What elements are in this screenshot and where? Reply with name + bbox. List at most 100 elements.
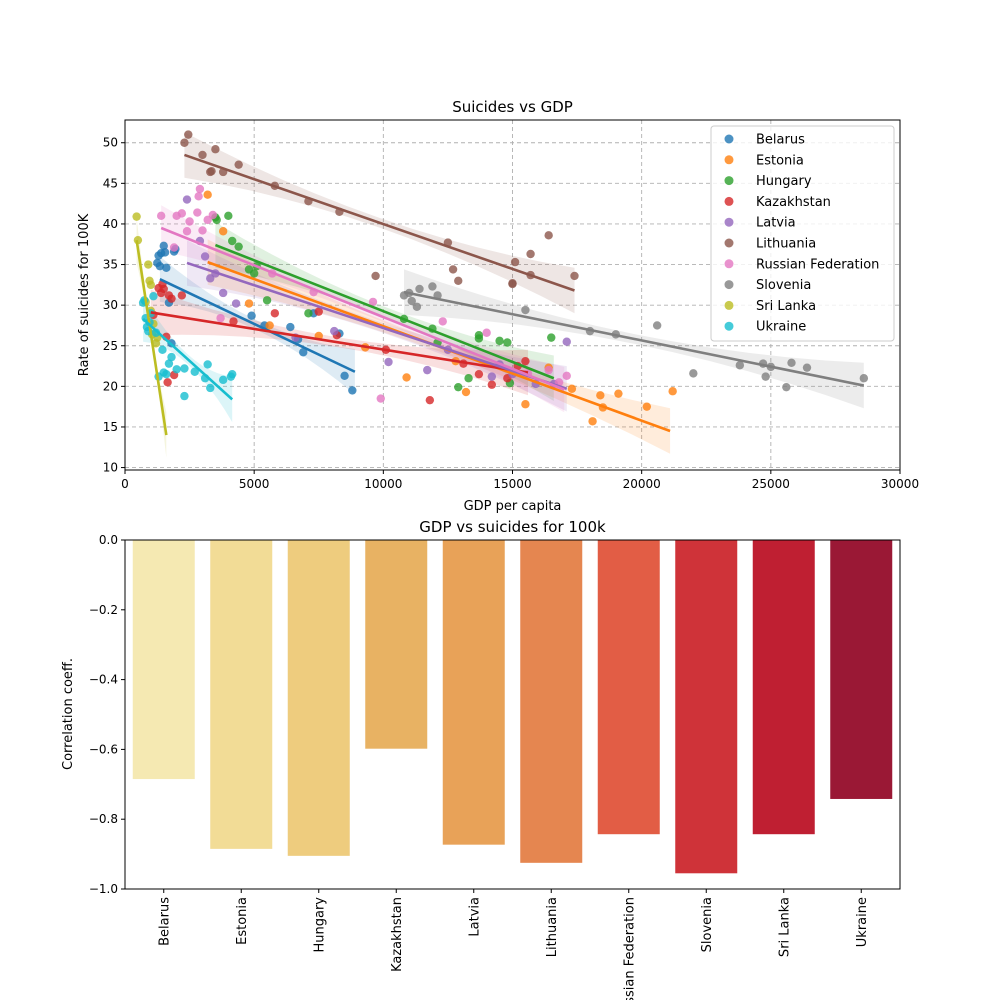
hungary-point [228,236,237,246]
ukraine-point [167,352,176,362]
estonia-point [521,400,530,409]
bar-bars [132,540,893,874]
scatter-title: Suicides vs GDP [452,98,573,116]
russian-federation-fit-line [160,226,565,391]
latvia-point [562,337,571,346]
slovenia-point [782,382,791,392]
bar-y-ticks: 0.0 −0.2 −0.4 −0.6 −0.8 −1.0 [89,533,125,896]
sri-lanka-point [132,212,141,221]
estonia-point [588,417,597,426]
scatter-y-label: Rate of suicides for 100K [77,213,92,376]
ukraine-point [218,375,228,385]
x-tick-label: 30000 [881,477,919,491]
sri-lanka-point [144,260,153,269]
bar-y-tick-label: −0.8 [89,812,118,826]
estonia-point [567,384,577,393]
lithuania-point [526,249,535,259]
lithuania-fit-line [183,153,575,292]
estonia-point [218,227,228,236]
kazakhstan-point [163,378,172,387]
y-tick-label: 45 [103,176,118,190]
estonia-point [265,321,274,330]
belarus-point [159,241,168,251]
belarus-point [247,311,256,320]
bar-sri-lanka [752,540,815,835]
estonia-point [203,190,212,199]
bar-x-tick-label-ukraine: Ukraine [855,897,870,947]
kazakhstan-point [487,380,497,389]
slovenia-point [415,284,424,294]
estonia-point [244,299,254,308]
legend-marker-kazakhstan [724,196,734,206]
lithuania-point [198,150,207,160]
kazakhstan-fit-line [150,311,529,374]
russian-federation-point [562,371,571,381]
lithuania-point [234,160,243,169]
hungary-point [249,269,259,278]
bar-russian-federation [597,540,660,835]
scatter-chart: Suicides vs GDP 0 5000 10000 15000 20000 2500… [77,98,919,514]
lithuania-point [544,231,553,240]
legend-label-sri-lanka: Sri Lanka [756,299,816,314]
x-tick-label: 25000 [752,477,790,491]
bar-lithuania [520,540,583,863]
belarus-point [340,371,349,381]
sri-lanka-point [146,280,156,290]
bar-x-tick-label-russian-federation: Russian Federation [622,897,637,1000]
sri-lanka-fit-line [135,239,168,436]
legend-marker-slovenia [724,280,734,290]
ukraine-point [172,365,181,374]
slovenia-point [859,374,869,383]
legend-frame [710,125,895,342]
slovenia-point [521,305,530,315]
russian-federation-point [193,208,202,217]
slovenia-point [802,363,812,372]
slovenia-point [428,282,437,291]
legend-label-kazakhstan: Kazakhstan [756,195,831,210]
legend-label-russian-federation: Russian Federation [756,257,879,272]
hungary-point [224,211,233,221]
hungary-point [304,309,313,318]
ukraine-point [190,367,199,376]
hungary-point [547,333,556,342]
latvia-point [200,252,210,261]
bar-x-tick-label-latvia: Latvia [467,897,482,937]
lithuania-point [371,271,380,281]
y-tick-label: 10 [103,461,118,475]
belarus-point [299,348,308,357]
legend-label-latvia: Latvia [756,216,796,231]
slovenia-point [412,302,422,311]
bar-x-tick-label-slovenia: Slovenia [700,897,715,952]
scatter-x-ticks: 0 5000 10000 15000 20000 25000 30000 [121,470,919,491]
hungary-point [495,336,504,346]
latvia-point [218,288,228,298]
lithuania-point [211,145,220,154]
russian-federation-point [194,192,203,201]
estonia-point [614,389,623,398]
hungary-point [503,338,512,347]
russian-federation-point [195,184,205,194]
ukraine-point [158,345,167,355]
russian-federation-point [177,209,187,218]
lithuania-point [510,257,520,267]
kazakhstan-point [314,307,323,316]
lithuania-point [184,130,193,139]
bar-kazakhstan [365,540,428,749]
y-tick-label: 30 [103,298,118,312]
legend-label-hungary: Hungary [756,174,812,189]
lithuania-point [570,271,579,281]
y-tick-label: 35 [103,258,118,272]
kazakhstan-point [177,291,187,300]
kazakhstan-point [167,294,176,303]
ukraine-point [206,383,215,393]
bar-y-tick-label: −1.0 [89,882,118,896]
ukraine-point [180,391,189,401]
x-tick-label: 5000 [239,477,270,491]
ukraine-point [228,369,237,379]
russian-federation-point [185,217,194,226]
lithuania-point [508,279,517,289]
bar-x-tick-label-hungary: Hungary [312,897,327,953]
legend-marker-sri-lanka [724,300,734,310]
slovenia-fit-line [403,290,865,387]
